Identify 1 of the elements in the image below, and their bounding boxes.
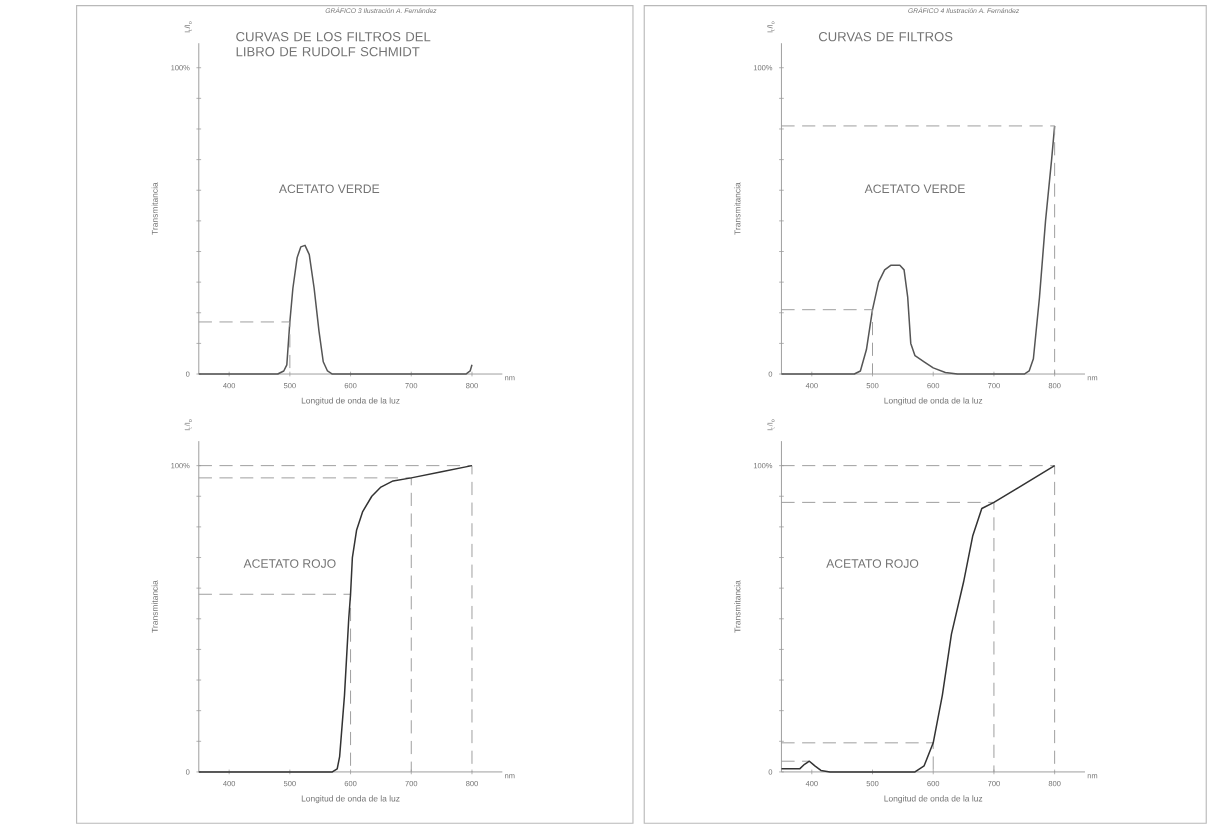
line-series [198,245,473,376]
